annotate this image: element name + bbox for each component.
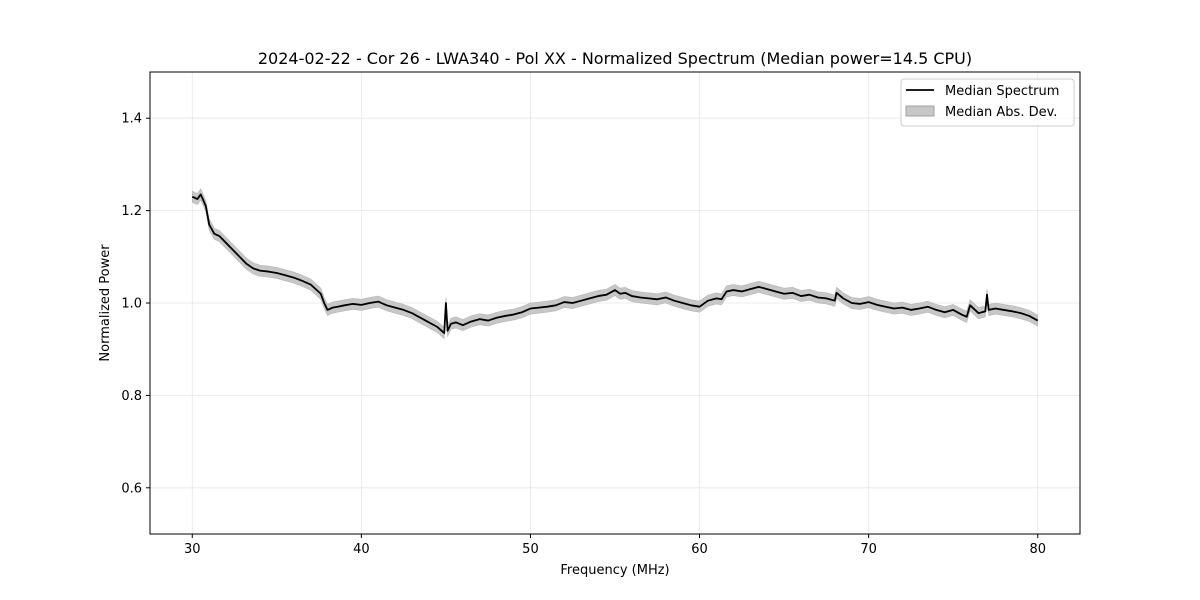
y-tick-label: 1.2: [121, 204, 142, 219]
legend-label-median-spectrum: Median Spectrum: [945, 84, 1059, 99]
x-tick-label: 50: [522, 542, 539, 557]
legend-box: [900, 78, 1075, 127]
y-tick-label: 1.4: [121, 112, 142, 127]
x-tick-label: 80: [1029, 542, 1046, 557]
y-tick-label: 0.6: [121, 481, 142, 496]
legend-band-swatch: [905, 105, 935, 117]
legend: Median Spectrum Median Abs. Dev.: [900, 78, 1075, 127]
x-tick-label: 70: [860, 542, 877, 557]
y-tick-label: 0.8: [121, 389, 142, 404]
series-line-group: [191, 193, 1039, 334]
x-tick-label: 60: [691, 542, 708, 557]
legend-label-median-abs-dev: Median Abs. Dev.: [945, 105, 1057, 120]
x-tick-label: 40: [353, 542, 370, 557]
y-axis: 0.6 0.8 1.0 1.2 1.4: [121, 112, 150, 496]
x-axis-title: Frequency (MHz): [560, 563, 669, 578]
chart-title: 2024-02-22 - Cor 26 - LWA340 - Pol XX - …: [258, 49, 972, 68]
median-spectrum-line: [191, 193, 1039, 334]
x-tick-label: 30: [184, 542, 201, 557]
y-tick-label: 1.0: [121, 297, 142, 312]
y-axis-title: Normalized Power: [98, 244, 113, 362]
x-axis: 30 40 50 60 70 80: [184, 534, 1046, 557]
